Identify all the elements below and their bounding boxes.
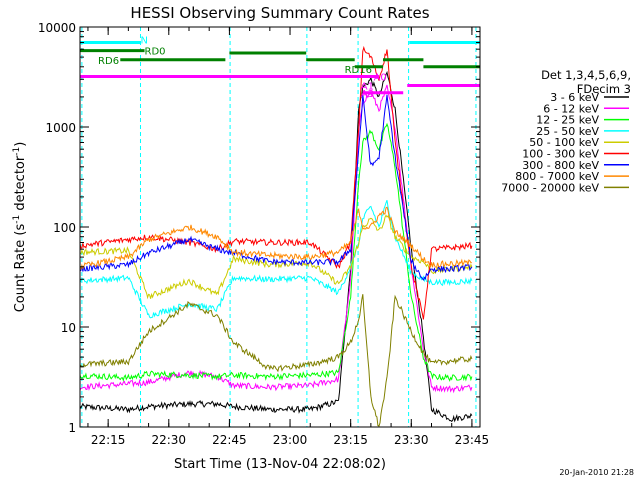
annotation-label: RD0 bbox=[145, 47, 166, 58]
legend-label: 7000 - 20000 keV bbox=[501, 181, 599, 194]
footer-timestamp: 20-Jan-2010 21:28 bbox=[559, 468, 634, 477]
legend-label: 300 - 800 keV bbox=[522, 159, 599, 172]
legend-label: 25 - 50 keV bbox=[536, 125, 599, 138]
x-axis-label: Start Time (13-Nov-04 22:08:02) bbox=[174, 457, 386, 472]
series-line bbox=[79, 200, 473, 319]
series-line bbox=[79, 206, 472, 271]
series-line bbox=[79, 70, 473, 423]
legend-label: 50 - 100 keV bbox=[529, 136, 599, 149]
y-axis-label-sup2: -1 bbox=[12, 147, 22, 156]
x-tick-label: 23:00 bbox=[273, 433, 308, 447]
series-line bbox=[79, 84, 473, 394]
legend-label: 12 - 25 keV bbox=[536, 114, 599, 127]
annotation-label: N bbox=[140, 35, 147, 46]
x-tick-label: 22:30 bbox=[151, 433, 186, 447]
legend-label: 6 - 12 keV bbox=[543, 102, 599, 115]
y-tick-label: 10 bbox=[61, 321, 76, 335]
y-axis-label-part3: ) bbox=[13, 142, 28, 147]
annotation-label: A1 bbox=[361, 82, 374, 93]
annotation-label: A3 bbox=[361, 89, 374, 100]
y-tick-label: 100 bbox=[53, 221, 76, 235]
legend-label: 100 - 300 keV bbox=[522, 148, 599, 161]
y-axis-label-part1: Count Rate (s bbox=[13, 224, 28, 313]
y-tick-label: 1 bbox=[68, 421, 76, 435]
y-axis-label: Count Rate (s-1 detector-1) bbox=[12, 142, 28, 313]
legend-label: 800 - 7000 keV bbox=[515, 170, 599, 183]
x-tick-label: 23:15 bbox=[333, 433, 368, 447]
x-tick-label: 23:45 bbox=[455, 433, 490, 447]
y-tick-label: 10000 bbox=[38, 21, 76, 35]
chart-title: HESSI Observing Summary Count Rates bbox=[130, 4, 429, 22]
series-line bbox=[79, 122, 473, 382]
x-tick-label: 22:15 bbox=[91, 433, 126, 447]
series-line bbox=[79, 294, 473, 427]
y-axis-label-sup: -1 bbox=[12, 215, 22, 224]
annotation-label: RD16 bbox=[345, 65, 372, 76]
annotation-label: A0 bbox=[374, 72, 387, 83]
legend-header-line2: FDecim 3 bbox=[577, 82, 631, 96]
legend-header-line1: Det 1,3,4,5,6,9, bbox=[541, 68, 631, 82]
series-line bbox=[79, 94, 473, 281]
series-line bbox=[79, 214, 473, 300]
legend-label: 3 - 6 keV bbox=[550, 91, 599, 104]
y-axis-label-part2: detector bbox=[13, 155, 28, 215]
axes: 22:15 22:30 22:45 23:00 23:15 23:30 23:45 1 10 10… bbox=[38, 21, 489, 447]
x-tick-label: 23:30 bbox=[394, 433, 429, 447]
y-tick-label: 1000 bbox=[45, 121, 76, 135]
annotation-label: RD6 bbox=[98, 56, 119, 67]
x-tick-label: 22:45 bbox=[212, 433, 247, 447]
